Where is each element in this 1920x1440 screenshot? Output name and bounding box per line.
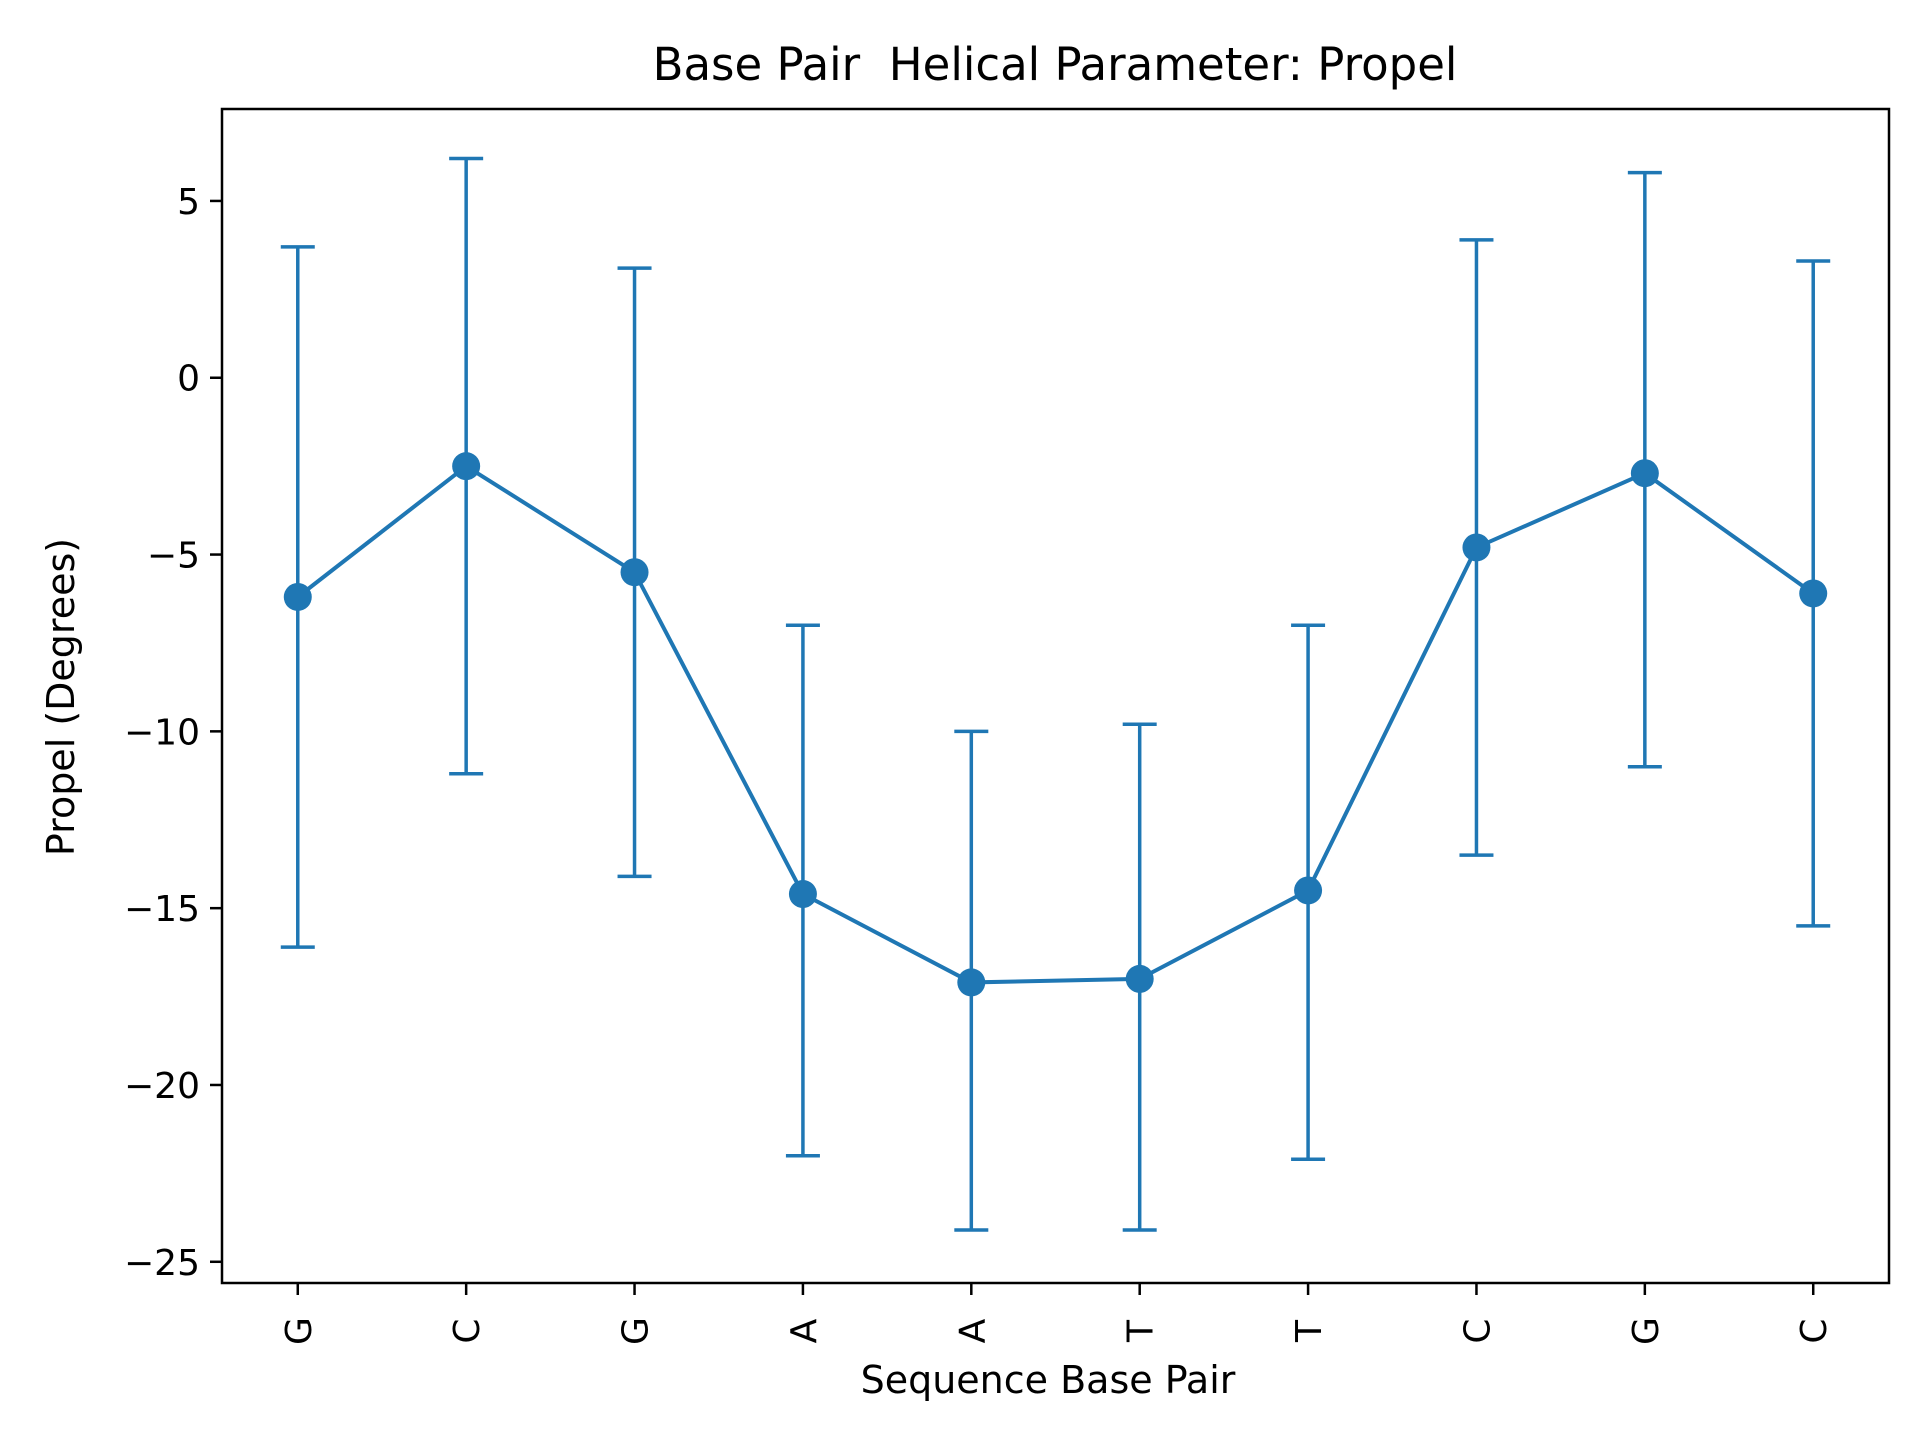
x-tick-label: G [1626, 1317, 1667, 1345]
x-tick-label: C [447, 1318, 488, 1343]
data-point [788, 880, 817, 909]
series-line [296, 463, 1815, 985]
data-point [1125, 964, 1154, 993]
data-point [620, 558, 649, 587]
plot-area: 5 0 −5 −10 −15 −20 −25 G C G A A T T C G C [124, 156, 1835, 1345]
data-point [957, 968, 986, 997]
x-tick-label: T [1289, 1319, 1330, 1343]
y-tick-label: −20 [124, 1066, 200, 1107]
y-tick-label: −5 [147, 536, 200, 577]
x-tick-label: C [1457, 1318, 1498, 1343]
data-point [452, 452, 481, 481]
y-tick-label: −25 [124, 1243, 200, 1284]
chart-title: Base Pair Helical Parameter: Propel [653, 38, 1458, 91]
data-point [1462, 533, 1491, 562]
y-tick-label: 0 [177, 359, 200, 400]
data-point [1799, 579, 1828, 608]
x-tick-label: G [616, 1317, 657, 1345]
data-point [1294, 876, 1323, 905]
x-axis-label: Sequence Base Pair [861, 1358, 1236, 1402]
x-tick-label: T [1121, 1319, 1162, 1343]
data-point [1630, 459, 1659, 488]
y-axis-label: Propel (Degrees) [39, 538, 83, 856]
plot-frame [220, 107, 1891, 1285]
x-tick-label: C [1794, 1318, 1835, 1343]
y-tick-label: −10 [124, 712, 200, 753]
y-tick-label: −15 [124, 889, 200, 930]
data-point [283, 582, 312, 611]
x-tick-label: A [784, 1318, 825, 1343]
y-tick-label: 5 [177, 182, 200, 223]
x-tick-label: A [952, 1318, 993, 1343]
x-tick-label: G [279, 1317, 320, 1345]
